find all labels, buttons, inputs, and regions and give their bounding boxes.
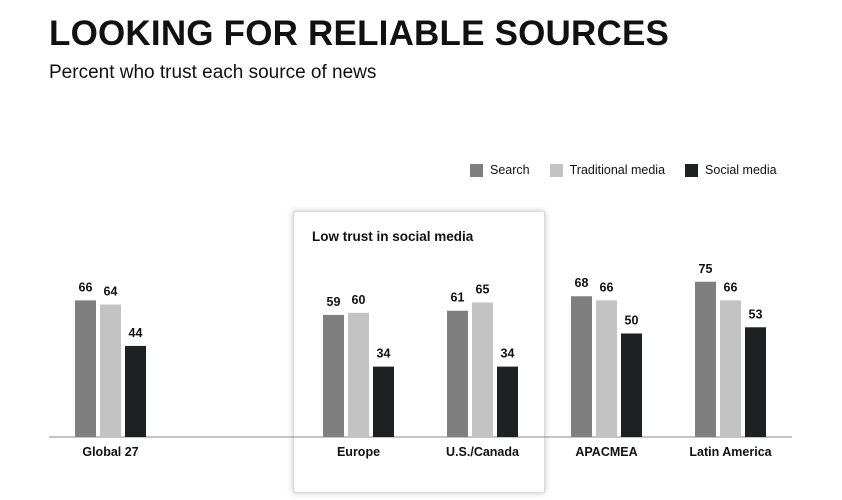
category-label-europe: Europe xyxy=(337,445,380,459)
legend-item-social-media: Social media xyxy=(685,163,777,177)
data-label-global-27-traditional-media: 64 xyxy=(104,285,118,299)
category-label-latin-america: Latin America xyxy=(689,445,772,459)
chart-subtitle: Percent who trust each source of news xyxy=(49,62,377,83)
bar-global-27-search xyxy=(75,300,96,437)
legend-swatch-traditional-media xyxy=(549,163,563,177)
category-label-apacmea: APACMEA xyxy=(575,445,637,459)
data-label-global-27-social-media: 44 xyxy=(129,326,143,340)
legend-label-search: Search xyxy=(490,163,530,177)
bar-u-s-canada-search xyxy=(447,310,468,437)
bar-europe-social-media xyxy=(373,366,394,437)
bar-apacmea-traditional-media xyxy=(596,300,617,437)
data-label-europe-social-media: 34 xyxy=(377,347,391,361)
legend-swatch-search xyxy=(470,163,483,177)
data-label-u-s-canada-search: 61 xyxy=(451,291,465,305)
bar-europe-search xyxy=(323,314,344,437)
bar-u-s-canada-traditional-media xyxy=(472,302,493,437)
highlight-label: Low trust in social media xyxy=(312,229,474,244)
legend-swatch-social-media xyxy=(685,163,699,177)
legend-item-traditional-media: Traditional media xyxy=(549,163,666,177)
data-label-global-27-search: 66 xyxy=(79,280,93,294)
bar-latin-america-search xyxy=(695,281,716,437)
bar-global-27-social-media xyxy=(125,345,146,437)
category-label-global-27: Global 27 xyxy=(82,445,138,459)
bar-u-s-canada-social-media xyxy=(497,366,518,437)
data-label-latin-america-social-media: 53 xyxy=(749,307,763,321)
category-label-u-s-canada: U.S./Canada xyxy=(446,445,520,459)
bar-latin-america-traditional-media xyxy=(720,300,741,437)
legend-label-social-media: Social media xyxy=(705,163,777,177)
data-label-u-s-canada-social-media: 34 xyxy=(501,347,515,361)
legend: Search Traditional media Social media xyxy=(470,161,777,179)
data-label-latin-america-search: 75 xyxy=(699,262,713,276)
data-label-europe-search: 59 xyxy=(327,295,341,309)
bar-europe-traditional-media xyxy=(348,312,369,437)
data-label-apacmea-search: 68 xyxy=(575,276,589,290)
data-label-apacmea-traditional-media: 66 xyxy=(600,280,614,294)
data-label-europe-traditional-media: 60 xyxy=(352,293,366,307)
bar-apacmea-search xyxy=(571,296,592,437)
legend-label-traditional-media: Traditional media xyxy=(569,163,666,177)
data-label-latin-america-traditional-media: 66 xyxy=(724,280,738,294)
bar-apacmea-social-media xyxy=(621,333,642,437)
chart-title: LOOKING FOR RELIABLE SOURCES xyxy=(49,14,670,53)
data-label-u-s-canada-traditional-media: 65 xyxy=(476,282,490,296)
legend-item-search: Search xyxy=(470,163,530,177)
data-label-apacmea-social-media: 50 xyxy=(625,314,639,328)
bar-latin-america-social-media xyxy=(745,327,766,437)
bar-global-27-traditional-media xyxy=(100,304,121,437)
